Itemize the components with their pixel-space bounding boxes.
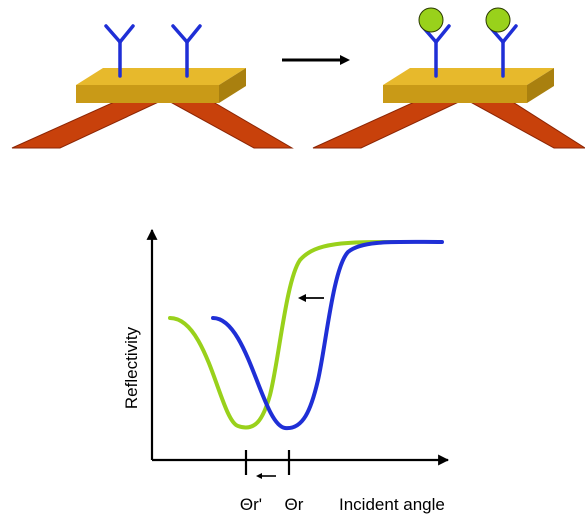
curve-after-binding [168,240,402,430]
sensor-before-binding [11,24,294,149]
antigen-icon [418,7,444,33]
reflectivity-plot: Reflectivity Incident angle Θr' Θr [122,228,450,514]
antibody-icon [171,24,202,78]
prism-left [11,98,294,149]
y-axis-label: Reflectivity [122,326,141,409]
gold-chip-right [383,68,554,103]
theta-r-label: Θr [285,495,304,514]
x-axis-label: Incident angle [339,495,445,514]
antigen-icon [485,7,511,33]
curve-before-binding [211,239,444,431]
prism-right [312,98,585,149]
curve-shift-arrow [298,294,324,302]
antibody-icon [104,24,135,78]
theta-r-shifted-label: Θr' [240,495,262,514]
left-arrow-icon [256,473,276,479]
sensor-after-binding [312,7,585,149]
gold-chip-left [76,68,246,103]
right-arrow-icon [282,55,350,65]
